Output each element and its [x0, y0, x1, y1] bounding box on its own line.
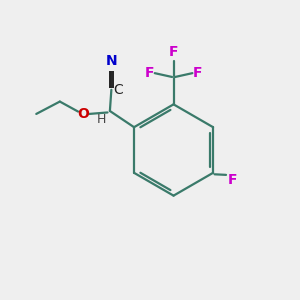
Text: N: N: [106, 54, 118, 68]
Text: F: F: [145, 66, 154, 80]
Text: F: F: [169, 45, 178, 59]
Text: C: C: [113, 83, 123, 97]
Text: F: F: [193, 66, 202, 80]
Text: F: F: [228, 173, 238, 187]
Text: H: H: [97, 113, 106, 126]
Text: O: O: [77, 107, 89, 121]
